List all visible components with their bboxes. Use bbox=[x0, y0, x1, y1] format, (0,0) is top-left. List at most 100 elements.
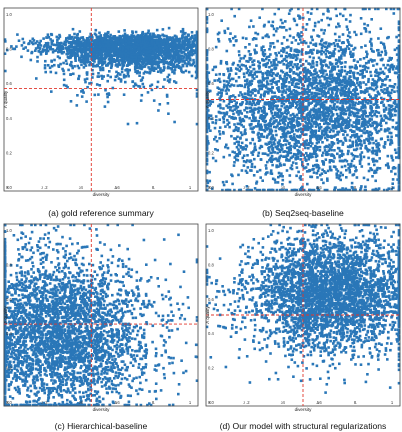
data-point bbox=[306, 87, 309, 91]
data-point bbox=[279, 54, 283, 58]
data-point bbox=[376, 74, 380, 78]
data-point bbox=[109, 45, 112, 48]
data-point bbox=[297, 42, 300, 46]
data-point bbox=[88, 61, 92, 64]
data-point bbox=[295, 113, 299, 117]
data-point bbox=[272, 150, 275, 154]
data-point bbox=[382, 108, 386, 112]
data-point bbox=[352, 148, 356, 152]
data-point bbox=[190, 53, 193, 57]
data-point bbox=[140, 78, 144, 82]
data-point bbox=[173, 60, 177, 64]
data-point bbox=[226, 146, 230, 150]
data-point bbox=[136, 66, 139, 69]
data-point bbox=[379, 85, 383, 89]
data-point bbox=[149, 84, 152, 88]
data-point bbox=[236, 63, 240, 67]
data-point bbox=[20, 55, 23, 59]
data-point bbox=[285, 78, 288, 81]
data-point bbox=[128, 68, 131, 72]
data-point bbox=[141, 30, 144, 34]
data-point bbox=[49, 70, 53, 74]
data-point bbox=[247, 60, 250, 63]
data-point bbox=[60, 49, 63, 53]
data-point bbox=[217, 37, 220, 41]
scatter-panel-2: < ᴊ .2 ᴊ4 Ꭺ6 8. 11.00.80.60.40.20.0diversity… bbox=[205, 7, 401, 218]
data-point bbox=[83, 45, 87, 48]
data-point bbox=[169, 49, 172, 52]
data-point bbox=[299, 78, 303, 82]
data-point bbox=[328, 130, 332, 134]
data-point bbox=[162, 51, 166, 54]
data-point bbox=[335, 25, 338, 29]
data-point bbox=[376, 131, 379, 135]
data-point bbox=[131, 30, 134, 33]
data-point bbox=[300, 130, 303, 134]
data-point bbox=[53, 58, 56, 62]
data-point bbox=[362, 57, 366, 60]
data-point bbox=[344, 18, 348, 21]
data-point bbox=[390, 139, 393, 143]
data-point bbox=[137, 55, 141, 59]
data-point bbox=[102, 40, 105, 43]
data-point bbox=[310, 153, 313, 156]
data-point bbox=[252, 126, 255, 129]
data-point bbox=[321, 82, 325, 85]
data-point bbox=[368, 117, 372, 121]
data-point bbox=[46, 64, 50, 67]
data-point bbox=[304, 105, 308, 109]
data-point bbox=[324, 132, 328, 136]
data-point bbox=[312, 79, 315, 82]
data-point bbox=[308, 169, 312, 173]
data-point bbox=[150, 36, 153, 39]
data-point bbox=[316, 74, 320, 77]
data-point bbox=[119, 78, 123, 81]
data-point bbox=[249, 83, 252, 87]
data-point bbox=[306, 11, 310, 14]
data-point bbox=[111, 49, 115, 53]
data-point bbox=[227, 81, 230, 85]
data-point bbox=[274, 120, 277, 123]
data-point bbox=[240, 123, 243, 127]
data-point bbox=[299, 154, 303, 157]
data-point bbox=[112, 35, 115, 38]
data-point bbox=[147, 29, 150, 33]
data-point bbox=[279, 145, 283, 148]
data-point bbox=[93, 42, 97, 46]
data-point bbox=[346, 145, 350, 148]
data-point bbox=[296, 33, 299, 37]
data-point bbox=[172, 63, 176, 66]
data-point bbox=[118, 50, 122, 54]
data-point bbox=[158, 51, 161, 54]
data-point bbox=[90, 42, 94, 46]
data-point bbox=[101, 47, 104, 51]
data-point bbox=[71, 45, 75, 49]
data-point bbox=[265, 80, 269, 83]
data-point bbox=[368, 148, 371, 152]
data-point bbox=[132, 42, 136, 46]
data-point bbox=[169, 45, 172, 48]
data-point bbox=[139, 44, 143, 47]
data-point bbox=[127, 39, 131, 42]
data-point bbox=[254, 148, 258, 152]
data-point bbox=[302, 144, 306, 147]
data-point bbox=[397, 174, 401, 178]
data-point bbox=[384, 77, 388, 81]
data-point bbox=[130, 62, 133, 65]
data-point bbox=[83, 43, 87, 47]
data-point bbox=[328, 61, 332, 64]
data-point bbox=[106, 42, 110, 46]
data-point bbox=[355, 169, 358, 172]
data-point bbox=[248, 97, 252, 101]
data-point bbox=[88, 54, 91, 58]
data-point bbox=[338, 60, 341, 64]
data-point bbox=[297, 7, 300, 11]
data-point bbox=[173, 69, 176, 72]
data-point bbox=[361, 68, 365, 72]
data-point bbox=[384, 53, 387, 56]
data-point bbox=[244, 132, 247, 135]
data-point bbox=[235, 107, 238, 110]
data-point bbox=[146, 91, 150, 94]
data-point bbox=[297, 86, 301, 89]
data-point bbox=[82, 55, 86, 58]
